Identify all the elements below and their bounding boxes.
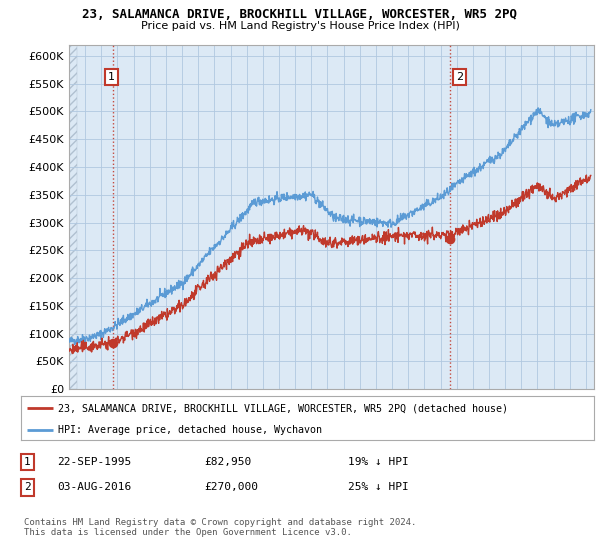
- Text: 1: 1: [24, 457, 31, 467]
- Text: £82,950: £82,950: [204, 457, 251, 467]
- Text: 2: 2: [24, 482, 31, 492]
- Text: Price paid vs. HM Land Registry's House Price Index (HPI): Price paid vs. HM Land Registry's House …: [140, 21, 460, 31]
- Text: 1: 1: [108, 72, 115, 82]
- Text: 22-SEP-1995: 22-SEP-1995: [57, 457, 131, 467]
- Text: 19% ↓ HPI: 19% ↓ HPI: [348, 457, 409, 467]
- Text: 25% ↓ HPI: 25% ↓ HPI: [348, 482, 409, 492]
- Text: 2: 2: [456, 72, 463, 82]
- Bar: [69, 45, 77, 389]
- Text: 03-AUG-2016: 03-AUG-2016: [57, 482, 131, 492]
- Text: HPI: Average price, detached house, Wychavon: HPI: Average price, detached house, Wych…: [58, 425, 322, 435]
- Text: Contains HM Land Registry data © Crown copyright and database right 2024.
This d: Contains HM Land Registry data © Crown c…: [24, 518, 416, 538]
- Text: 23, SALAMANCA DRIVE, BROCKHILL VILLAGE, WORCESTER, WR5 2PQ (detached house): 23, SALAMANCA DRIVE, BROCKHILL VILLAGE, …: [58, 403, 508, 413]
- Text: 23, SALAMANCA DRIVE, BROCKHILL VILLAGE, WORCESTER, WR5 2PQ: 23, SALAMANCA DRIVE, BROCKHILL VILLAGE, …: [83, 8, 517, 21]
- Text: £270,000: £270,000: [204, 482, 258, 492]
